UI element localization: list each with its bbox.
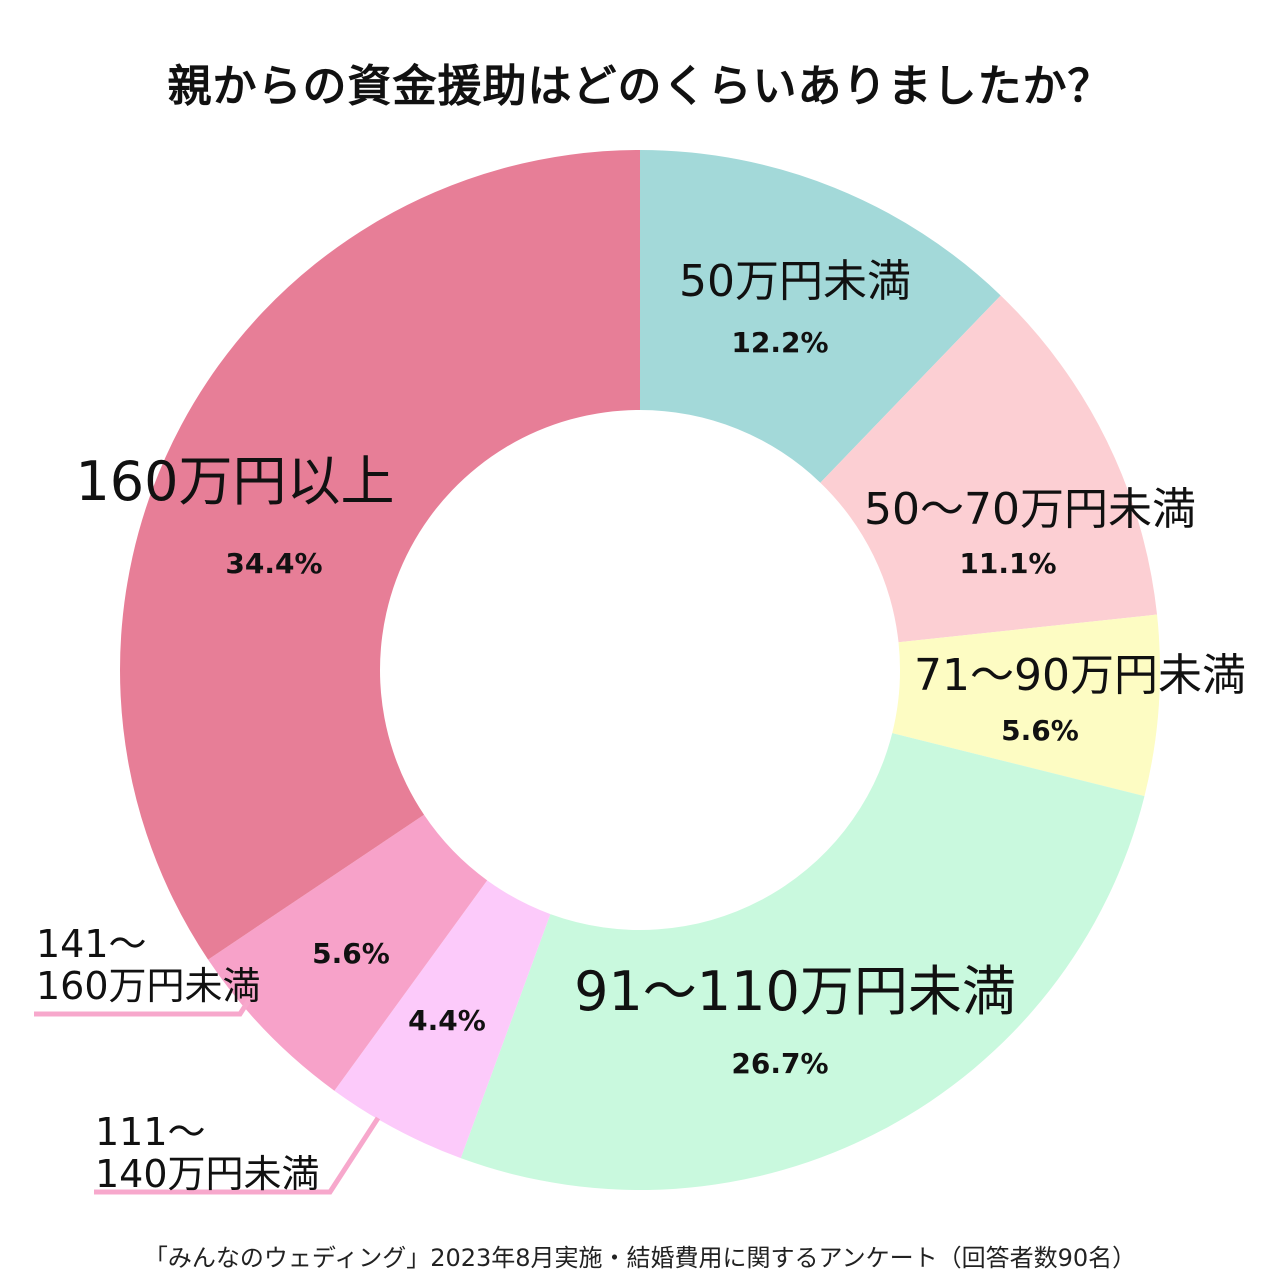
category-label-6: 160万円以上 <box>75 450 394 513</box>
percent-label-6: 34.4% <box>225 547 322 580</box>
category-label-1: 50〜70万円未満 <box>864 484 1196 535</box>
category-label-2: 71〜90万円未満 <box>914 650 1246 701</box>
category-label-5-line-0: 141〜 <box>36 922 147 966</box>
percent-label-2: 5.6% <box>1001 714 1079 747</box>
leader-line-141-160 <box>34 984 261 1017</box>
slice-1 <box>820 295 1158 643</box>
source-note: 「みんなのウェディング」2023年8月実施・結婚費用に関するアンケート（回答者数… <box>143 1244 1137 1272</box>
category-label-3: 91〜110万円未満 <box>574 960 1016 1023</box>
slice-2 <box>892 614 1160 797</box>
slice-4 <box>334 880 551 1159</box>
chart-title: 親からの資金援助はどのくらいありましたか？ <box>167 61 1113 112</box>
slice-0 <box>640 150 1001 483</box>
leader-line-111-140 <box>94 1116 381 1195</box>
slice-6 <box>120 150 641 960</box>
percent-label-3: 26.7% <box>731 1047 828 1080</box>
percent-label-5: 5.6% <box>312 937 390 970</box>
percent-label-0: 12.2% <box>731 326 828 359</box>
slice-5 <box>208 814 488 1091</box>
percent-label-4: 4.4% <box>408 1004 486 1037</box>
category-label-4-line-1: 140万円未満 <box>95 1152 320 1196</box>
slice-3 <box>460 733 1145 1190</box>
category-label-4-line-0: 111〜 <box>95 1110 206 1154</box>
category-label-5-line-1: 160万円未満 <box>36 964 261 1008</box>
percent-label-1: 11.1% <box>959 547 1056 580</box>
category-label-0: 50万円未満 <box>679 256 911 307</box>
